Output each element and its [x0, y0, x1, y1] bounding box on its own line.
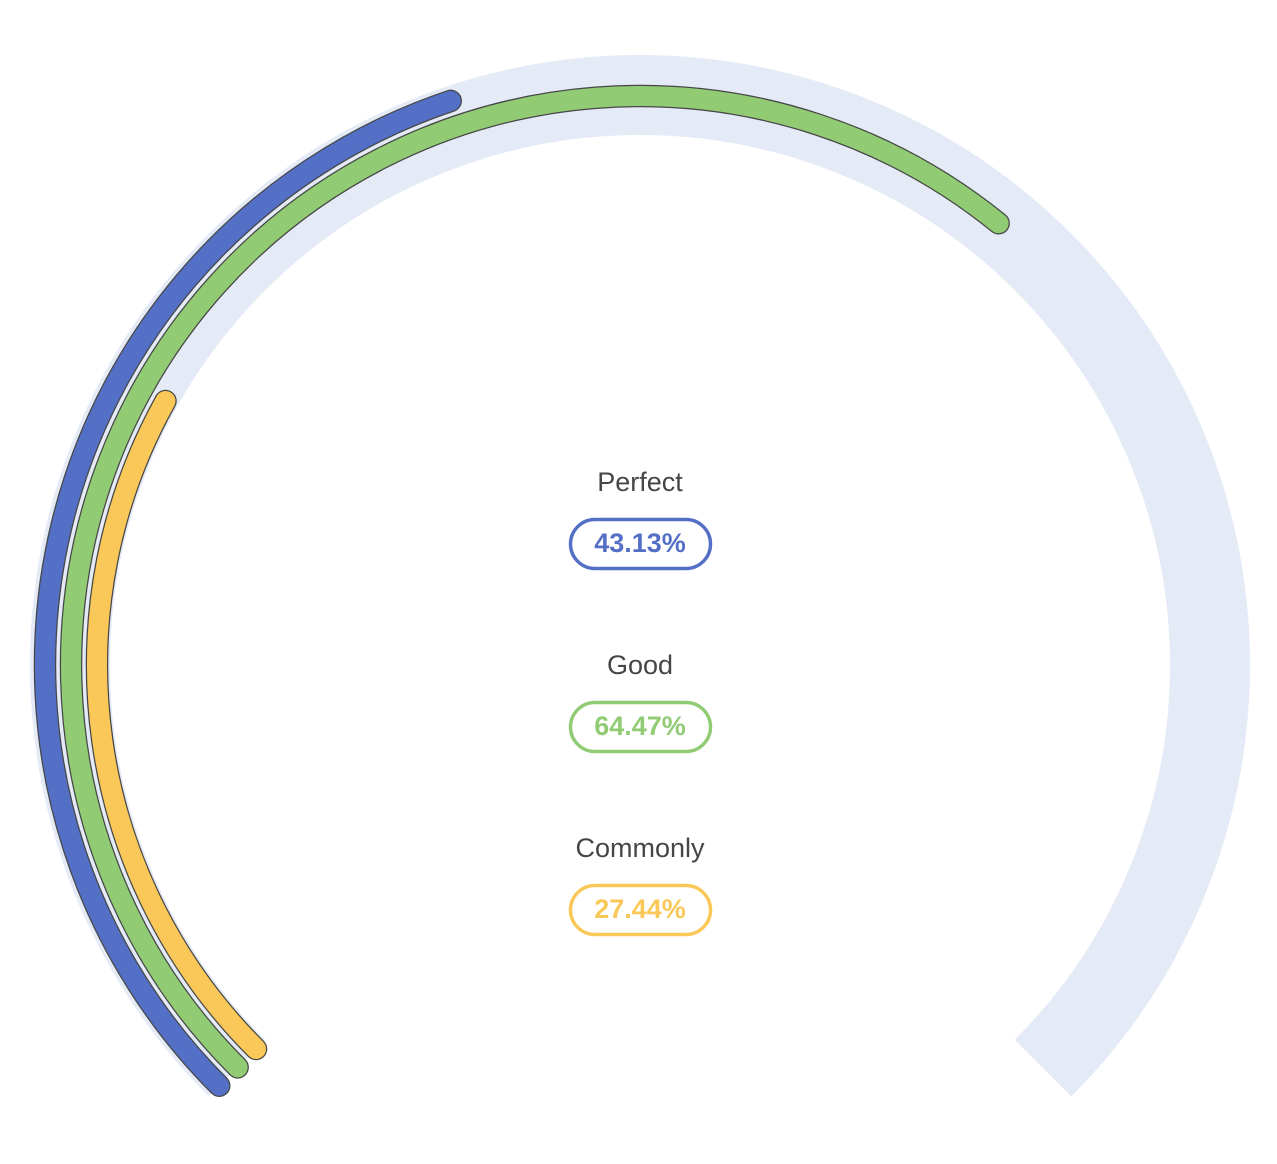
value-label-perfect: 43.13% — [594, 528, 686, 558]
value-label-good: 64.47% — [594, 711, 686, 741]
series-label-commonly: Commonly — [575, 833, 705, 863]
series-label-good: Good — [607, 650, 673, 680]
value-badge-perfect — [568, 517, 713, 571]
legend-good: Good 64.47% — [568, 650, 713, 754]
legend-perfect: Perfect 43.13% — [568, 467, 713, 571]
bar-perfect — [33, 89, 462, 1097]
value-label-commonly: 27.44% — [594, 894, 686, 924]
legend-commonly: Commonly 27.44% — [568, 833, 713, 937]
bar-fill-good — [61, 86, 1009, 1078]
value-badge-good — [568, 700, 713, 754]
bar-fill-commonly — [87, 391, 267, 1059]
bar-fill-perfect — [35, 90, 461, 1096]
series-label-perfect: Perfect — [597, 467, 683, 497]
bar-good — [59, 84, 1010, 1079]
value-badge-commonly — [568, 883, 713, 937]
bar-commonly — [85, 389, 268, 1061]
